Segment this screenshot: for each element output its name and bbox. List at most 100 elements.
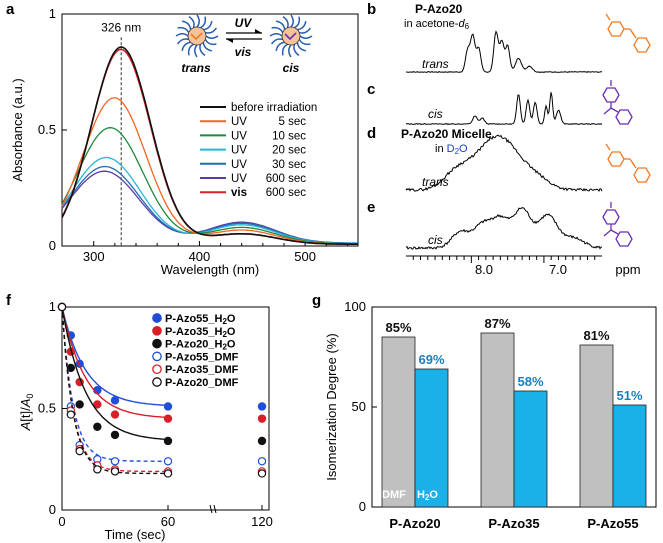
legend-marker-0 [152,313,162,323]
nmr-header-b-sub: in acetone-d6 [404,18,470,31]
legend-marker-4 [152,364,162,375]
panel-nmr: b P-Azo20 in acetone-d6 c d P-Azo20 Mice… [367,1,651,277]
nmr-trace-label-d: trans [422,175,449,189]
bar-value-label: 81% [583,328,609,343]
legend-label-time-5: 600 sec [266,173,307,185]
legend-label-prefix-3: UV [231,145,247,157]
micelle-chain [290,14,294,28]
legend-label-prefix-1: UV [231,116,247,128]
legend-label-0: P-Azo55_H2O [165,313,236,326]
bar-P-Azo55-1 [612,404,647,508]
data-point [93,422,102,431]
spectrum-curve-6 [61,48,358,245]
bar-value-label: 85% [385,320,411,335]
micelle-chain [181,41,191,52]
panel-label-e: e [367,199,375,216]
bar-value-label: 51% [616,388,642,403]
bar-legend-dmf: DMF [382,489,406,501]
data-point [57,302,67,312]
micelle-scheme: UV vis trans cis [175,14,313,75]
data-point [93,400,102,409]
legend-label-prefix-4: UV [231,159,247,171]
panel-a-peak-label: 326 nm [101,20,141,34]
panel-f-x-ticks: 0 60 120 [58,505,273,529]
spectrum-curve-3 [61,156,358,244]
spectrum-curve-2 [61,127,358,245]
micelle-core [281,26,301,46]
data-point [75,446,84,456]
panel-g-y-ticks: 0 50 100 [344,299,377,514]
data-point [163,436,173,446]
bar-legend-h2o: H2O [417,489,438,502]
scheme-cis-label: cis [283,61,300,75]
panel-a-xtick-label: 300 [83,249,105,264]
panel-f-ylabel: A[t]/A0 [18,394,35,432]
scheme-uv-label: UV [235,16,253,30]
bar-value-label: 58% [517,374,543,389]
micelle-chain [297,20,307,31]
spectrum-curve-0 [61,46,358,245]
panel-g-ylabel: Isomerization Degree (%) [324,333,339,480]
data-point [163,457,173,466]
scheme-back-arrowhead [226,39,233,43]
micelle-azo-mark [190,32,203,41]
bar-value-label: 87% [484,316,510,331]
scheme-forward-arrowhead [255,29,262,33]
panel-g-ytick-label: 50 [352,399,366,414]
fit-curve-0 [61,306,169,407]
panel-label-d: d [367,125,376,142]
micelle-chain [199,44,206,57]
micelle-chain [298,39,311,46]
panel-a-frame [61,13,359,247]
data-point [110,457,120,466]
data-point [75,400,84,409]
legend-marker-5 [152,377,162,387]
panel-a-xlabel: Wavelength (nm) [161,262,260,277]
legend-label-prefix-2: UV [231,130,247,142]
data-point [66,363,76,373]
axis-break-mark-2 [213,504,217,514]
panel-a-ytick-label: 0.5 [38,122,56,137]
data-point [257,457,267,466]
legend-label-time-4: 30 sec [272,159,306,171]
legend-label-prefix-6: vis [231,187,247,199]
panel-f-xtick-label: 60 [161,514,175,529]
nmr-axis-unit: ppm [615,262,640,277]
legend-marker-1 [152,325,162,336]
nmr-header-d: P-Azo20 Micelle [401,127,492,141]
bar-P-Azo20-1 [414,368,449,508]
legend-marker-2 [152,338,162,349]
panel-f-xtick-label: 120 [251,514,273,529]
micelle-chain [293,44,300,57]
legend-label-5: P-Azo20_DMF [165,377,239,389]
data-point [163,402,173,411]
nmr-axis-ticks [412,256,596,263]
panel-a-ytick-label: 1 [49,6,56,21]
panel-label-c: c [367,81,375,98]
data-point [110,430,120,440]
micelle-chain [269,33,283,37]
azo-cis-icon-c [602,80,633,125]
data-point [257,402,267,411]
legend-label-time-1: 5 sec [279,116,307,128]
micelle-chain [275,20,286,30]
legend-label-time-2: 10 sec [272,130,306,142]
data-point [110,396,120,405]
micelle-chain [288,44,292,58]
panel-f-xtick-label: 0 [58,514,65,529]
micelle-chain [299,35,313,39]
panel-label-b: b [367,1,376,18]
nmr-trace-label-c: cis [428,107,443,121]
panel-f-y-ticks: 00.51 [38,299,67,517]
panel-a-ylabel: Absorbance (a.u.) [10,78,25,181]
legend-marker-3 [152,351,162,362]
category-label-1: P-Azo35 [488,516,539,531]
panel-a-ytick-label: 0 [49,238,56,253]
nmr-spectrum-c [405,92,603,126]
axis-break-mark-1 [209,504,213,514]
panel-a-y-ticks: 00.51 [38,6,67,253]
data-point [110,410,120,419]
panel-g: g 0 50 100 Isomerization Degree (%) 85% 69%… [312,292,657,531]
micelle-chain [202,42,213,52]
